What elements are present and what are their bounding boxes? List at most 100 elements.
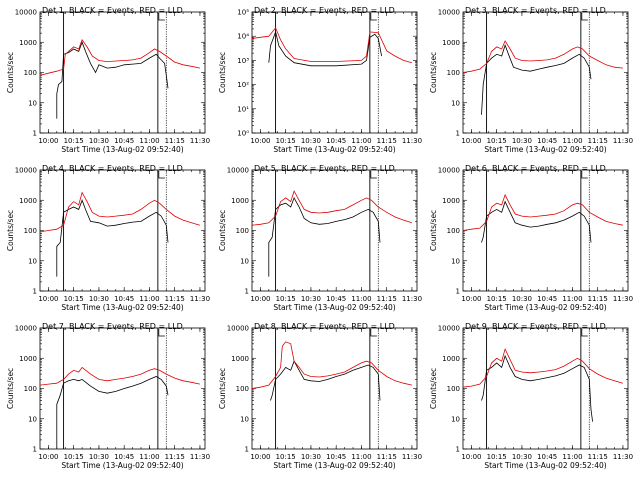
y-tick-label: 1: [456, 446, 460, 454]
x-tick-label: 10:15: [487, 137, 507, 145]
y-tick-label: 10000: [438, 325, 460, 333]
x-axis-label: Start Time (13-Aug-02 09:52:40): [61, 303, 183, 312]
y-tick-label: 10000: [15, 325, 37, 333]
lld-series-line: [39, 366, 200, 386]
chart-title: Det 3, BLACK = Events, RED = LLD: [465, 6, 606, 15]
y-tick-label: 10000: [438, 167, 460, 175]
x-tick-label: 11:15: [377, 295, 397, 303]
chart-panel-9: 1 10 100 1000 10000 10:00 10:15 10:30 10:45 11:00…: [429, 322, 633, 470]
x-tick-label: 10:15: [64, 137, 84, 145]
x-tick-label: 10:15: [64, 453, 84, 461]
x-axis-label: Start Time (13-Aug-02 09:52:40): [273, 145, 395, 154]
x-axis-label: Start Time (13-Aug-02 09:52:40): [61, 145, 183, 154]
x-tick-label: 10:45: [114, 295, 134, 303]
x-tick-label: 10:45: [114, 137, 134, 145]
chart-panel-2: 10⁰ 10¹ 10² 10³ 10⁴ 10⁵ 10:00 10:15 10:30 10:45 11…: [218, 6, 422, 154]
y-tick-label: 1: [33, 446, 37, 454]
x-tick-label: 10:45: [326, 295, 346, 303]
x-tick-label: 11:00: [139, 137, 159, 145]
y-tick-label: 10: [451, 415, 460, 423]
x-tick-label: 11:15: [377, 137, 397, 145]
y-tick-label: 10⁰: [237, 130, 249, 138]
x-tick-label: 10:15: [487, 453, 507, 461]
y-tick-label: 1: [33, 130, 37, 138]
events-series-line: [270, 360, 381, 401]
y-tick-label: 10: [28, 257, 37, 265]
x-axis-label: Start Time (13-Aug-02 09:52:40): [484, 145, 606, 154]
x-tick-label: 10:45: [114, 453, 134, 461]
plot-frame: [251, 327, 418, 450]
chart-panel-4: 1 10 100 1000 10000 10:00 10:15 10:30 10:45 11:00…: [6, 164, 210, 312]
x-tick-label: 10:00: [38, 137, 58, 145]
y-tick-label: 10³: [237, 57, 249, 65]
events-series-line: [481, 43, 592, 115]
y-tick-label: 1000: [231, 197, 249, 205]
x-tick-label: 10:45: [326, 453, 346, 461]
lld-series-line: [462, 193, 623, 231]
x-tick-label: 11:30: [190, 295, 210, 303]
x-tick-label: 10:45: [537, 137, 557, 145]
x-tick-label: 10:00: [461, 453, 481, 461]
chart-title: Det 8, BLACK = Events, RED = LLD: [254, 322, 395, 331]
y-tick-label: 10⁵: [237, 9, 249, 17]
x-tick-label: 11:00: [562, 137, 582, 145]
lld-series-line: [251, 341, 412, 389]
x-tick-label: 11:15: [165, 137, 185, 145]
y-tick-label: 100: [447, 227, 460, 235]
y-axis-label: Counts/sec: [6, 210, 15, 251]
y-tick-label: 100: [236, 385, 249, 393]
y-tick-label: 100: [236, 227, 249, 235]
chart-title: Det 5, BLACK = Events, RED = LLD: [254, 164, 395, 173]
chart-panel-7: 1 10 100 1000 10000 10:00 10:15 10:30 10:45 11:00…: [6, 322, 210, 470]
x-tick-label: 11:00: [351, 137, 371, 145]
lld-series-line: [39, 39, 200, 76]
lld-series-line: [39, 191, 201, 233]
y-tick-label: 10000: [438, 9, 460, 17]
plot-frame: [462, 327, 629, 450]
end-marker-flag: [581, 171, 588, 179]
x-tick-label: 10:30: [301, 137, 321, 145]
y-tick-label: 1: [245, 288, 249, 296]
x-tick-label: 11:15: [588, 453, 608, 461]
events-series-line: [481, 200, 592, 243]
end-marker-flag: [370, 13, 377, 21]
x-tick-label: 11:30: [402, 137, 422, 145]
y-axis-label: Counts/sec: [218, 368, 227, 409]
y-tick-label: 100: [24, 385, 37, 393]
y-axis-label: Counts/sec: [218, 210, 227, 251]
x-tick-label: 10:30: [512, 137, 532, 145]
end-marker-flag: [370, 171, 377, 179]
y-tick-label: 100: [447, 385, 460, 393]
y-tick-label: 10⁴: [237, 33, 249, 41]
chart-panel-6: 1 10 100 1000 10000 10:00 10:15 10:30 10:45 11:00…: [429, 164, 633, 312]
x-tick-label: 11:15: [165, 453, 185, 461]
x-tick-label: 10:45: [537, 453, 557, 461]
x-tick-label: 10:00: [38, 453, 58, 461]
end-marker-flag: [158, 329, 165, 337]
y-axis-label: Counts/sec: [6, 52, 15, 93]
y-tick-label: 1: [456, 288, 460, 296]
x-tick-label: 10:15: [276, 453, 296, 461]
x-tick-label: 11:30: [613, 137, 633, 145]
y-axis-label: Counts/sec: [6, 368, 15, 409]
x-tick-label: 10:00: [250, 453, 270, 461]
x-axis-label: Start Time (13-Aug-02 09:52:40): [61, 461, 183, 470]
chart-title: Det 6, BLACK = Events, RED = LLD: [465, 164, 606, 173]
chart-title: Det 2, BLACK = Events, RED = LLD: [254, 6, 395, 15]
x-tick-label: 11:00: [351, 295, 371, 303]
x-tick-label: 11:00: [562, 295, 582, 303]
plot-frame: [462, 169, 629, 292]
y-tick-label: 10: [240, 257, 249, 265]
events-series-line: [56, 376, 169, 449]
x-axis-label: Start Time (13-Aug-02 09:52:40): [484, 461, 606, 470]
plot-frame: [39, 11, 206, 134]
y-tick-label: 10: [28, 415, 37, 423]
chart-panel-5: 1 10 100 1000 10000 10:00 10:15 10:30 10:45 11:00…: [218, 164, 422, 312]
plot-frame: [39, 327, 206, 450]
events-series-line: [56, 41, 169, 119]
x-tick-label: 11:00: [139, 295, 159, 303]
x-tick-label: 10:15: [487, 295, 507, 303]
x-tick-label: 10:15: [276, 295, 296, 303]
events-series-line: [481, 354, 593, 422]
